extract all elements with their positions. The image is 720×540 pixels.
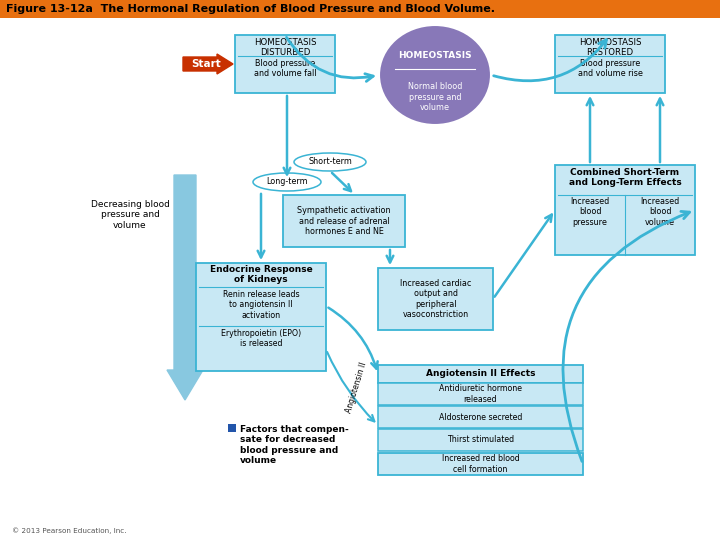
Text: Normal blood
pressure and
volume: Normal blood pressure and volume bbox=[408, 82, 462, 112]
Text: Increased
blood
pressure: Increased blood pressure bbox=[570, 197, 610, 227]
Text: HOMEOSTASIS: HOMEOSTASIS bbox=[398, 51, 472, 59]
Text: Combined Short-Term
and Long-Term Effects: Combined Short-Term and Long-Term Effect… bbox=[569, 168, 681, 187]
Text: Decreasing blood
pressure and
volume: Decreasing blood pressure and volume bbox=[91, 200, 169, 230]
Text: Sympathetic activation
and release of adrenal
hormones E and NE: Sympathetic activation and release of ad… bbox=[297, 206, 391, 236]
Text: Increased
blood
volume: Increased blood volume bbox=[640, 197, 680, 227]
Text: Antidiuretic hormone
released: Antidiuretic hormone released bbox=[439, 384, 522, 404]
FancyBboxPatch shape bbox=[378, 453, 583, 475]
FancyBboxPatch shape bbox=[228, 424, 236, 432]
Text: Increased cardiac
output and
peripheral
vasoconstriction: Increased cardiac output and peripheral … bbox=[400, 279, 471, 319]
FancyArrow shape bbox=[183, 54, 233, 74]
Ellipse shape bbox=[379, 25, 491, 125]
FancyBboxPatch shape bbox=[378, 365, 583, 383]
FancyBboxPatch shape bbox=[378, 406, 583, 428]
Text: Renin release leads
to angiotensin II
activation: Renin release leads to angiotensin II ac… bbox=[222, 290, 300, 320]
Text: Start: Start bbox=[191, 59, 221, 69]
Text: Angiotensin II: Angiotensin II bbox=[344, 362, 368, 414]
Text: Short-term: Short-term bbox=[308, 158, 352, 166]
Text: Endocrine Response
of Kidneys: Endocrine Response of Kidneys bbox=[210, 265, 312, 285]
FancyBboxPatch shape bbox=[378, 268, 493, 330]
Ellipse shape bbox=[253, 173, 321, 191]
FancyBboxPatch shape bbox=[378, 429, 583, 451]
Text: HOMEOSTASIS
RESTORED: HOMEOSTASIS RESTORED bbox=[579, 38, 642, 57]
Text: Blood pressure
and volume fall: Blood pressure and volume fall bbox=[253, 59, 316, 78]
Text: Aldosterone secreted: Aldosterone secreted bbox=[438, 413, 522, 422]
FancyBboxPatch shape bbox=[555, 165, 695, 255]
Text: Angiotensin II Effects: Angiotensin II Effects bbox=[426, 369, 535, 379]
Text: Figure 13-12a  The Hormonal Regulation of Blood Pressure and Blood Volume.: Figure 13-12a The Hormonal Regulation of… bbox=[6, 4, 495, 14]
Text: Long-term: Long-term bbox=[266, 178, 308, 186]
Ellipse shape bbox=[294, 153, 366, 171]
Text: HOMEOSTASIS
DISTURBED: HOMEOSTASIS DISTURBED bbox=[253, 38, 316, 57]
Text: © 2013 Pearson Education, Inc.: © 2013 Pearson Education, Inc. bbox=[12, 528, 127, 534]
FancyBboxPatch shape bbox=[378, 383, 583, 405]
FancyBboxPatch shape bbox=[283, 195, 405, 247]
Text: Blood pressure
and volume rise: Blood pressure and volume rise bbox=[577, 59, 642, 78]
FancyBboxPatch shape bbox=[196, 263, 326, 371]
Text: Increased red blood
cell formation: Increased red blood cell formation bbox=[441, 454, 519, 474]
FancyBboxPatch shape bbox=[235, 35, 335, 93]
Text: Erythropoietin (EPO)
is released: Erythropoietin (EPO) is released bbox=[221, 329, 301, 348]
FancyArrow shape bbox=[167, 175, 203, 400]
FancyBboxPatch shape bbox=[555, 35, 665, 93]
Text: Factors that compen-
sate for decreased
blood pressure and
volume: Factors that compen- sate for decreased … bbox=[240, 425, 348, 465]
Text: Thirst stimulated: Thirst stimulated bbox=[447, 435, 514, 444]
FancyBboxPatch shape bbox=[0, 0, 720, 18]
